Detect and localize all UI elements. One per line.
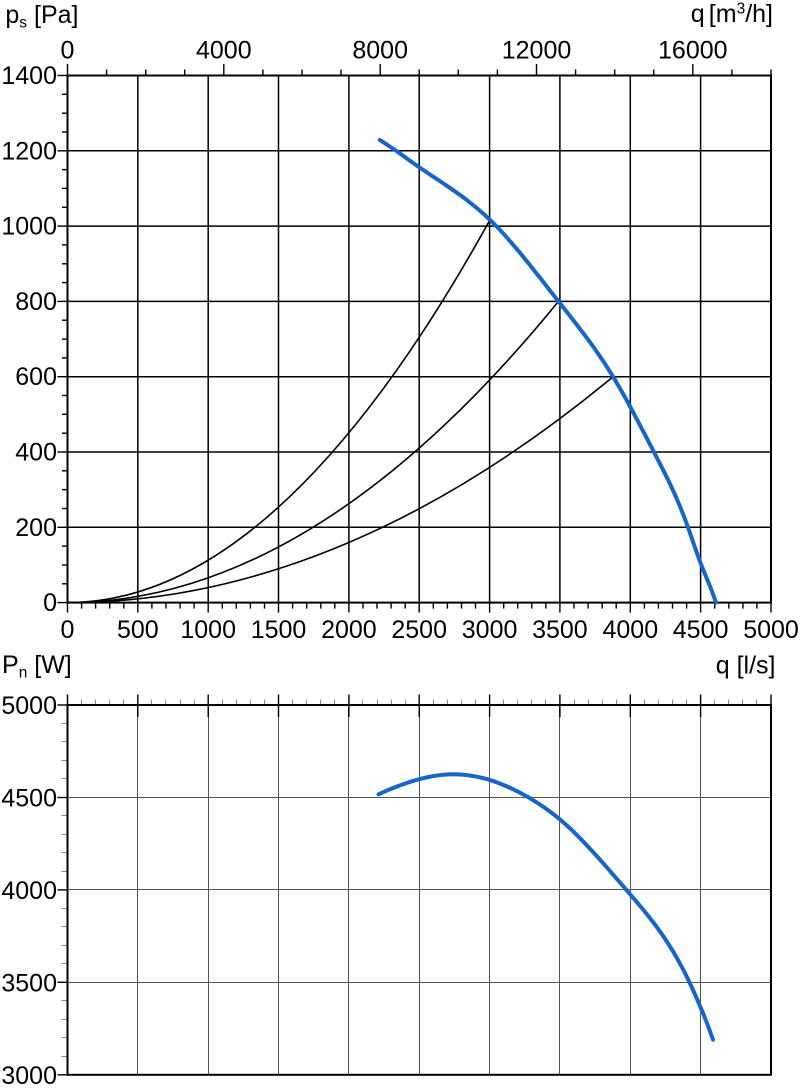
svg-text:q [l/s]: q [l/s] — [716, 652, 776, 680]
svg-text:1400: 1400 — [1, 62, 57, 90]
svg-text:4500: 4500 — [673, 616, 729, 644]
svg-text:500: 500 — [117, 616, 159, 644]
svg-text:Pn [W]: Pn [W] — [2, 651, 72, 682]
svg-text:q [m3/h]: q [m3/h] — [691, 0, 773, 28]
svg-text:3000: 3000 — [462, 616, 518, 644]
svg-text:3500: 3500 — [1, 969, 57, 997]
svg-text:0: 0 — [61, 36, 75, 64]
svg-text:1000: 1000 — [1, 213, 57, 241]
svg-text:4500: 4500 — [1, 785, 57, 813]
svg-text:800: 800 — [15, 288, 57, 316]
svg-text:1500: 1500 — [251, 616, 307, 644]
svg-text:5000: 5000 — [743, 616, 799, 644]
svg-text:4000: 4000 — [196, 36, 252, 64]
svg-text:2500: 2500 — [391, 616, 447, 644]
svg-text:16000: 16000 — [658, 36, 728, 64]
svg-text:5000: 5000 — [1, 692, 57, 720]
svg-text:12000: 12000 — [502, 36, 572, 64]
svg-text:400: 400 — [15, 439, 57, 467]
svg-text:ps [Pa]: ps [Pa] — [5, 1, 78, 32]
svg-text:1200: 1200 — [1, 137, 57, 165]
svg-text:8000: 8000 — [352, 36, 408, 64]
svg-text:600: 600 — [15, 363, 57, 391]
svg-text:0: 0 — [43, 589, 57, 617]
svg-text:3000: 3000 — [1, 1062, 57, 1088]
svg-text:4000: 4000 — [602, 616, 658, 644]
svg-text:4000: 4000 — [1, 877, 57, 905]
svg-text:0: 0 — [61, 616, 75, 644]
svg-text:3500: 3500 — [532, 616, 588, 644]
svg-text:200: 200 — [15, 514, 57, 542]
svg-text:1000: 1000 — [180, 616, 236, 644]
svg-text:2000: 2000 — [321, 616, 377, 644]
